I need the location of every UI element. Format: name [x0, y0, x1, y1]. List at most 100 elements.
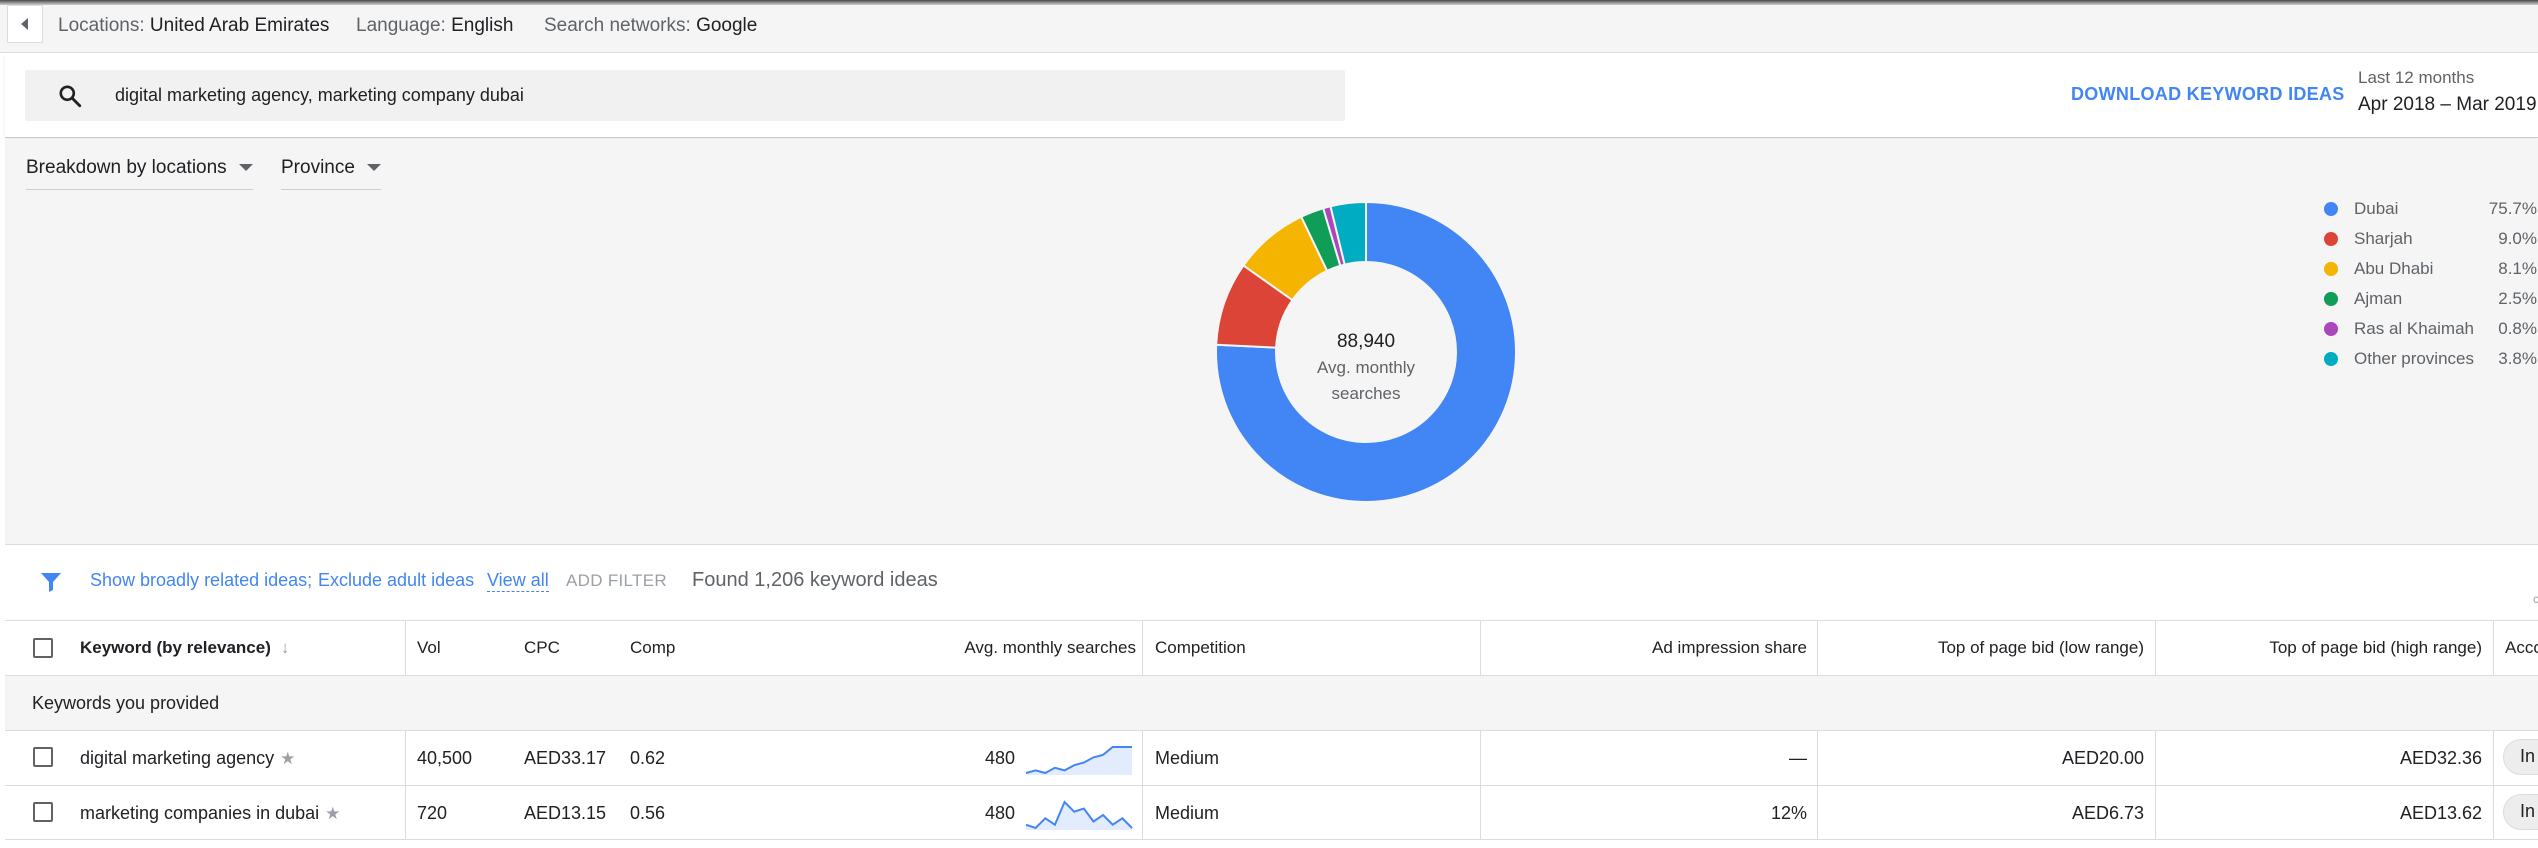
bid-low-range-header[interactable]: Top of page bid (low range): [1937, 638, 2144, 657]
date-range-label[interactable]: Last 12 months: [2358, 68, 2475, 87]
search-query-text: digital marketing agency, marketing comp…: [115, 85, 524, 105]
breakdown-dropdown-label: Breakdown by locations: [26, 157, 227, 178]
impression-share-cell: 12%: [1770, 803, 1807, 823]
legend-percent: 75.7%: [2488, 199, 2537, 218]
date-range-value[interactable]: Apr 2018 – Mar 2019: [2358, 94, 2537, 115]
column-divider: [2155, 621, 2156, 675]
donut-center-label-line1: Avg. monthly: [1317, 358, 1415, 377]
filter-funnel-icon[interactable]: [39, 570, 63, 594]
networks-label: Search networks:: [544, 15, 691, 36]
language-filter[interactable]: Language: English: [356, 15, 513, 37]
group-header-row: Keywords you provided: [5, 676, 2538, 730]
legend-item[interactable]: Abu Dhabi 8.1%: [2317, 257, 2537, 287]
keyword-cell[interactable]: digital marketing agency ★: [80, 748, 295, 769]
bid-high-cell: AED32.36: [2399, 748, 2482, 768]
breakdown-dropdown[interactable]: Breakdown by locations: [26, 157, 253, 190]
column-divider: [1817, 731, 1818, 840]
donut-slice-other-provinces[interactable]: [1329, 201, 1367, 266]
bid-high-range-header[interactable]: Top of page bid (high range): [2269, 638, 2482, 657]
legend-item[interactable]: Sharjah 9.0%: [2317, 227, 2537, 257]
language-label: Language:: [356, 15, 446, 36]
legend-item[interactable]: Ras al Khaimah 0.8%: [2317, 317, 2537, 347]
avg-searches-cell: 480: [984, 803, 1015, 823]
group-label: Keywords you provided: [32, 693, 220, 713]
exclude-adult-filter-chip[interactable]: Exclude adult ideas: [318, 570, 475, 590]
divider: [5, 785, 2538, 786]
account-status-pill[interactable]: In: [2503, 739, 2538, 775]
legend-item[interactable]: Dubai 75.7%: [2317, 197, 2537, 227]
keyword-column-header[interactable]: Keyword (by relevance) ↓: [80, 621, 289, 675]
sparkline-area: [1026, 802, 1132, 830]
legend-swatch: [2324, 292, 2338, 306]
search-networks-filter[interactable]: Search networks: Google: [544, 15, 757, 37]
divider: [5, 730, 2538, 731]
locations-filter[interactable]: Locations: United Arab Emirates: [58, 15, 329, 37]
columns-button-fragment[interactable]: c: [2533, 592, 2538, 606]
location-donut-chart: 88,940 Avg. monthly searches: [1215, 201, 1517, 503]
legend-swatch: [2324, 262, 2338, 276]
view-all-filters-link[interactable]: View all: [487, 570, 549, 592]
legend-item[interactable]: Other provinces 3.8%: [2317, 347, 2537, 377]
column-divider: [1480, 731, 1481, 840]
select-all-checkbox[interactable]: [33, 638, 53, 658]
donut-slice-dubai[interactable]: [1215, 201, 1517, 503]
sparkline-area: [1026, 747, 1132, 775]
legend-percent: 3.8%: [2498, 349, 2537, 368]
location-language-bar: Locations: United Arab Emirates Language…: [0, 5, 2538, 53]
trend-sparkline: [1025, 746, 1132, 775]
competition-cell: Medium: [1155, 803, 1220, 823]
legend-percent: 9.0%: [2498, 229, 2537, 248]
legend-percent: 2.5%: [2498, 289, 2537, 308]
cpc-column-header[interactable]: CPC: [524, 638, 560, 657]
keyword-cell[interactable]: marketing companies in dubai ★: [80, 803, 340, 824]
competition-cell: Medium: [1155, 748, 1220, 768]
sparkline-line: [1025, 800, 1133, 830]
bid-high-cell: AED13.62: [2399, 803, 2482, 823]
legend-label: Ras al Khaimah: [2354, 319, 2475, 338]
vol-column-header[interactable]: Vol: [417, 638, 441, 657]
legend-label: Dubai: [2354, 199, 2399, 218]
chart-legend: Dubai 75.7% Sharjah 9.0% Abu Dhabi 8.1% Ajman 2…: [2317, 197, 2537, 377]
broad-ideas-filter-chip[interactable]: Show broadly related ideas;: [90, 570, 313, 590]
legend-swatch: [2324, 232, 2338, 246]
vol-cell: 40,500: [417, 748, 473, 768]
keyword-text: marketing companies in dubai: [80, 803, 320, 823]
bid-low-cell: AED6.73: [2071, 803, 2144, 823]
column-divider: [1480, 621, 1481, 675]
row-checkbox[interactable]: [33, 747, 53, 767]
keyword-ideas-count: Found 1,206 keyword ideas: [692, 569, 938, 591]
add-filter-button[interactable]: ADD FILTER: [566, 571, 667, 590]
avg-monthly-searches-header[interactable]: Avg. monthly searches: [964, 638, 1136, 657]
keyword-header-label: Keyword (by relevance): [80, 638, 271, 657]
keyword-text: digital marketing agency: [80, 748, 275, 768]
account-status-pill[interactable]: In: [2503, 794, 2538, 830]
legend-percent: 8.1%: [2498, 259, 2537, 278]
star-icon[interactable]: ★: [325, 804, 341, 823]
divider: [5, 675, 2538, 676]
keyword-search-input[interactable]: digital marketing agency, marketing comp…: [25, 70, 1345, 121]
account-status-header[interactable]: Acco: [2505, 638, 2538, 657]
row-checkbox[interactable]: [33, 802, 53, 822]
star-icon[interactable]: ★: [280, 749, 296, 768]
location-breakdown-panel: Breakdown by locations Province 88,940 A…: [5, 139, 2538, 545]
keyword-ideas-table: Keyword (by relevance) ↓ Vol CPC Comp Avg…: [5, 621, 2538, 848]
locations-value: United Arab Emirates: [149, 15, 330, 36]
legend-item[interactable]: Ajman 2.5%: [2317, 287, 2537, 317]
donut-center-label-line2: searches: [1332, 384, 1401, 403]
download-keyword-ideas-button[interactable]: DOWNLOAD KEYWORD IDEAS: [2071, 84, 2345, 104]
column-divider: [1817, 621, 1818, 675]
collapse-panel-button[interactable]: [7, 5, 43, 43]
column-divider: [2493, 731, 2494, 840]
comp-column-header[interactable]: Comp: [630, 638, 676, 657]
ad-impression-share-header[interactable]: Ad impression share: [1652, 638, 1807, 657]
caret-down-icon: [366, 164, 381, 172]
competition-column-header[interactable]: Competition: [1155, 638, 1246, 657]
trend-sparkline: [1025, 800, 1133, 830]
column-divider: [1142, 731, 1143, 840]
avg-searches-cell: 480: [984, 748, 1015, 768]
legend-label: Other provinces: [2354, 349, 2474, 368]
impression-share-cell: —: [1789, 748, 1807, 768]
province-dropdown[interactable]: Province: [281, 157, 381, 190]
comp-cell: 0.62: [630, 748, 666, 768]
legend-swatch: [2324, 322, 2338, 336]
